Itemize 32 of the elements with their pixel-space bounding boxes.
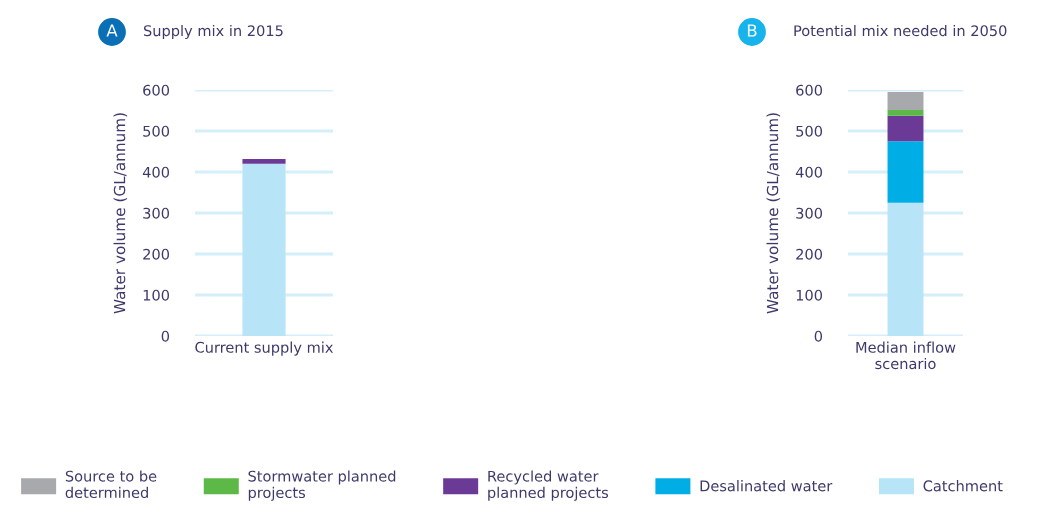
y-tick-label: 600 — [143, 84, 170, 96]
chart-title: Potential mix needed in 2050 — [794, 24, 1007, 37]
bar — [887, 92, 924, 111]
bar — [887, 110, 924, 116]
legend-label: Desalinated water — [700, 480, 833, 492]
y-axis-title: Water volume (GL/annum) — [113, 113, 128, 314]
legend-label: Catchment — [923, 480, 1003, 492]
y-tick-label: 200 — [796, 248, 823, 260]
y-tick-label: 400 — [795, 166, 823, 178]
bar — [887, 202, 924, 336]
x-tick-label: Current supply mix — [195, 341, 333, 356]
y-tick-label: 500 — [143, 125, 170, 137]
y-tick-label: 0 — [161, 330, 170, 342]
y-tick-label: 100 — [143, 289, 170, 301]
y-tick-label: 300 — [796, 207, 823, 219]
x-tick-label: Median inflow scenario — [856, 341, 956, 370]
y-tick-label: 400 — [142, 166, 170, 178]
y-axis-title: Water volume (GL/annum) — [766, 113, 781, 314]
text: B — [747, 24, 757, 37]
y-tick-label: 100 — [796, 289, 823, 301]
legend-label: Recycled water planned projects — [488, 470, 609, 501]
legend-label: Stormwater planned projects — [248, 470, 396, 501]
bar — [887, 115, 924, 142]
y-tick-label: 600 — [796, 84, 823, 96]
y-tick-label: 500 — [796, 125, 823, 137]
y-tick-label: 0 — [814, 330, 823, 342]
y-tick-label: 300 — [143, 207, 170, 219]
legend-label: Source to be determined — [65, 470, 157, 499]
text: A — [106, 24, 118, 37]
bar — [887, 141, 924, 203]
y-tick-label: 200 — [143, 248, 170, 260]
chart-title: Supply mix in 2015 — [143, 24, 283, 40]
